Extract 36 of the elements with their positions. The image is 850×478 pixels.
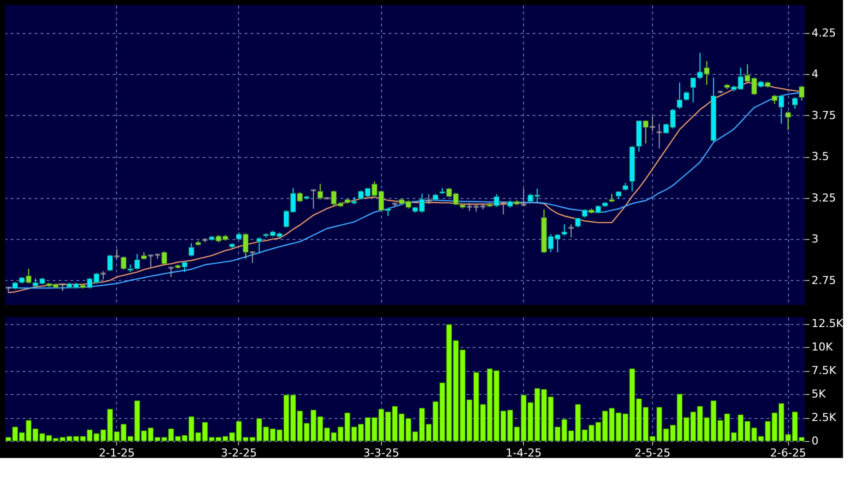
y-tick-label: 3.5 — [812, 150, 829, 164]
candlestick — [792, 96, 798, 110]
y-tick-label: 3.25 — [812, 191, 836, 204]
y-tick-label: 3 — [812, 232, 818, 246]
y-tick-label: 5K — [812, 388, 826, 401]
y-tick-label: 3.75 — [812, 108, 836, 122]
y-tick-label: 2.5K — [812, 411, 837, 424]
y-tick-label: 4.25 — [812, 26, 836, 40]
candlestick — [521, 188, 526, 207]
x-tick-label: 3-2-25 — [220, 446, 257, 460]
y-tick-label: 4 — [812, 68, 818, 81]
candlestick — [114, 248, 120, 260]
candlestick — [317, 183, 324, 200]
y-tick-label: 7.5K — [812, 364, 837, 378]
x-tick-label: 2-5-25 — [634, 446, 670, 460]
x-tick-label: 2-1-25 — [98, 446, 135, 460]
y-tick-label: 10K — [812, 340, 834, 354]
candlestick — [798, 85, 805, 102]
candlestick — [168, 266, 174, 278]
candlestick — [107, 254, 113, 272]
candlestick — [310, 189, 316, 210]
candlestick — [188, 242, 194, 257]
y-tick-label: 2.75 — [812, 274, 836, 287]
candlestick — [575, 217, 581, 228]
candlestick — [256, 236, 262, 254]
candlestick — [161, 250, 168, 266]
x-tick-label: 1-4-25 — [506, 446, 542, 460]
y-tick-label: 0 — [812, 434, 818, 448]
x-tick-label: 3-3-25 — [363, 446, 400, 460]
candlestick — [426, 194, 432, 205]
candlestick — [500, 201, 506, 215]
x-tick-label: 2-6-25 — [770, 446, 806, 460]
candlestick — [568, 224, 574, 238]
candlestick — [785, 110, 792, 131]
candlestick — [656, 123, 662, 149]
candlestick — [650, 116, 656, 132]
